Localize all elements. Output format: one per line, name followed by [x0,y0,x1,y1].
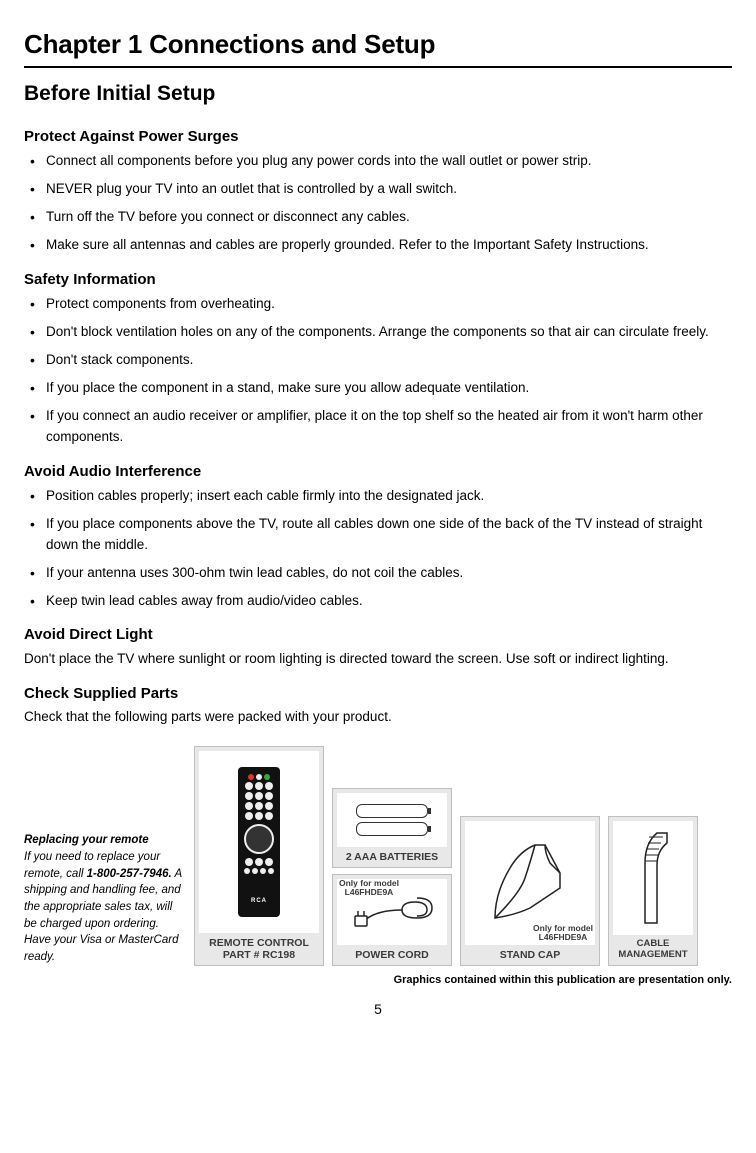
list-item: If you place the component in a stand, m… [28,378,732,399]
list-item: Make sure all antennas and cables are pr… [28,235,732,256]
list-item: Keep twin lead cables away from audio/vi… [28,591,732,612]
remote-icon: RCA [199,751,319,933]
remote-caption-l2: PART # RC198 [197,949,321,961]
safety-heading: Safety Information [24,268,732,291]
replace-note-rest: A shipping and handling fee, and the app… [24,868,182,963]
safety-list: Protect components from overheating. Don… [24,294,732,448]
list-item: If you place components above the TV, ro… [28,514,732,556]
cord-only-model-l2: L46FHDE9A [339,888,399,897]
part-batteries: 2 AAA BATTERIES [332,788,452,868]
parts-heading: Check Supplied Parts [24,682,732,705]
part-stand-cap: Only for model L46FHDE9A STAND CAP [460,816,600,966]
part-cable-mgmt: CABLE MANAGEMENT [608,816,698,966]
list-item: If your antenna uses 300-ohm twin lead c… [28,563,732,584]
audio-heading: Avoid Audio Interference [24,460,732,483]
stand-cap-caption: STAND CAP [461,945,599,965]
replace-note-phone: 1-800-257-7946. [87,868,172,880]
replace-note: Replacing your remote If you need to rep… [24,832,186,965]
list-item: If you connect an audio receiver or ampl… [28,406,732,448]
cable-caption-l2: MANAGEMENT [611,950,695,961]
parts-body: Check that the following parts were pack… [24,707,732,728]
list-item: Protect components from overheating. [28,294,732,315]
cable-mgmt-icon [613,821,693,935]
list-item: Don't stack components. [28,350,732,371]
list-item: NEVER plug your TV into an outlet that i… [28,179,732,200]
list-item: Turn off the TV before you connect or di… [28,207,732,228]
list-item: Don't block ventilation holes on any of … [28,322,732,343]
remote-brand: RCA [251,897,267,906]
audio-list: Position cables properly; insert each ca… [24,486,732,612]
light-heading: Avoid Direct Light [24,623,732,646]
list-item: Position cables properly; insert each ca… [28,486,732,507]
page-number: 5 [24,999,732,1021]
surge-list: Connect all components before you plug a… [24,151,732,256]
battery-cord-stack: 2 AAA BATTERIES Only for model L46FHDE9A… [332,788,452,966]
surge-heading: Protect Against Power Surges [24,125,732,148]
chapter-title: Chapter 1 Connections and Setup [24,24,732,68]
section-title: Before Initial Setup [24,78,732,111]
batteries-caption: 2 AAA BATTERIES [333,847,451,867]
parts-row: Replacing your remote If you need to rep… [24,746,732,966]
batteries-icon [337,793,447,847]
part-remote: RCA REMOTE CONTROL PART # RC198 [194,746,324,966]
remote-caption-l1: REMOTE CONTROL [197,937,321,949]
part-power-cord: Only for model L46FHDE9A POWER CORD [332,874,452,966]
light-body: Don't place the TV where sunlight or roo… [24,649,732,670]
list-item: Connect all components before you plug a… [28,151,732,172]
replace-note-title: Replacing your remote [24,832,186,849]
graphics-disclaimer: Graphics contained within this publicati… [24,972,732,989]
stand-only-model-l2: L46FHDE9A [533,933,593,942]
power-cord-caption: POWER CORD [333,945,451,965]
